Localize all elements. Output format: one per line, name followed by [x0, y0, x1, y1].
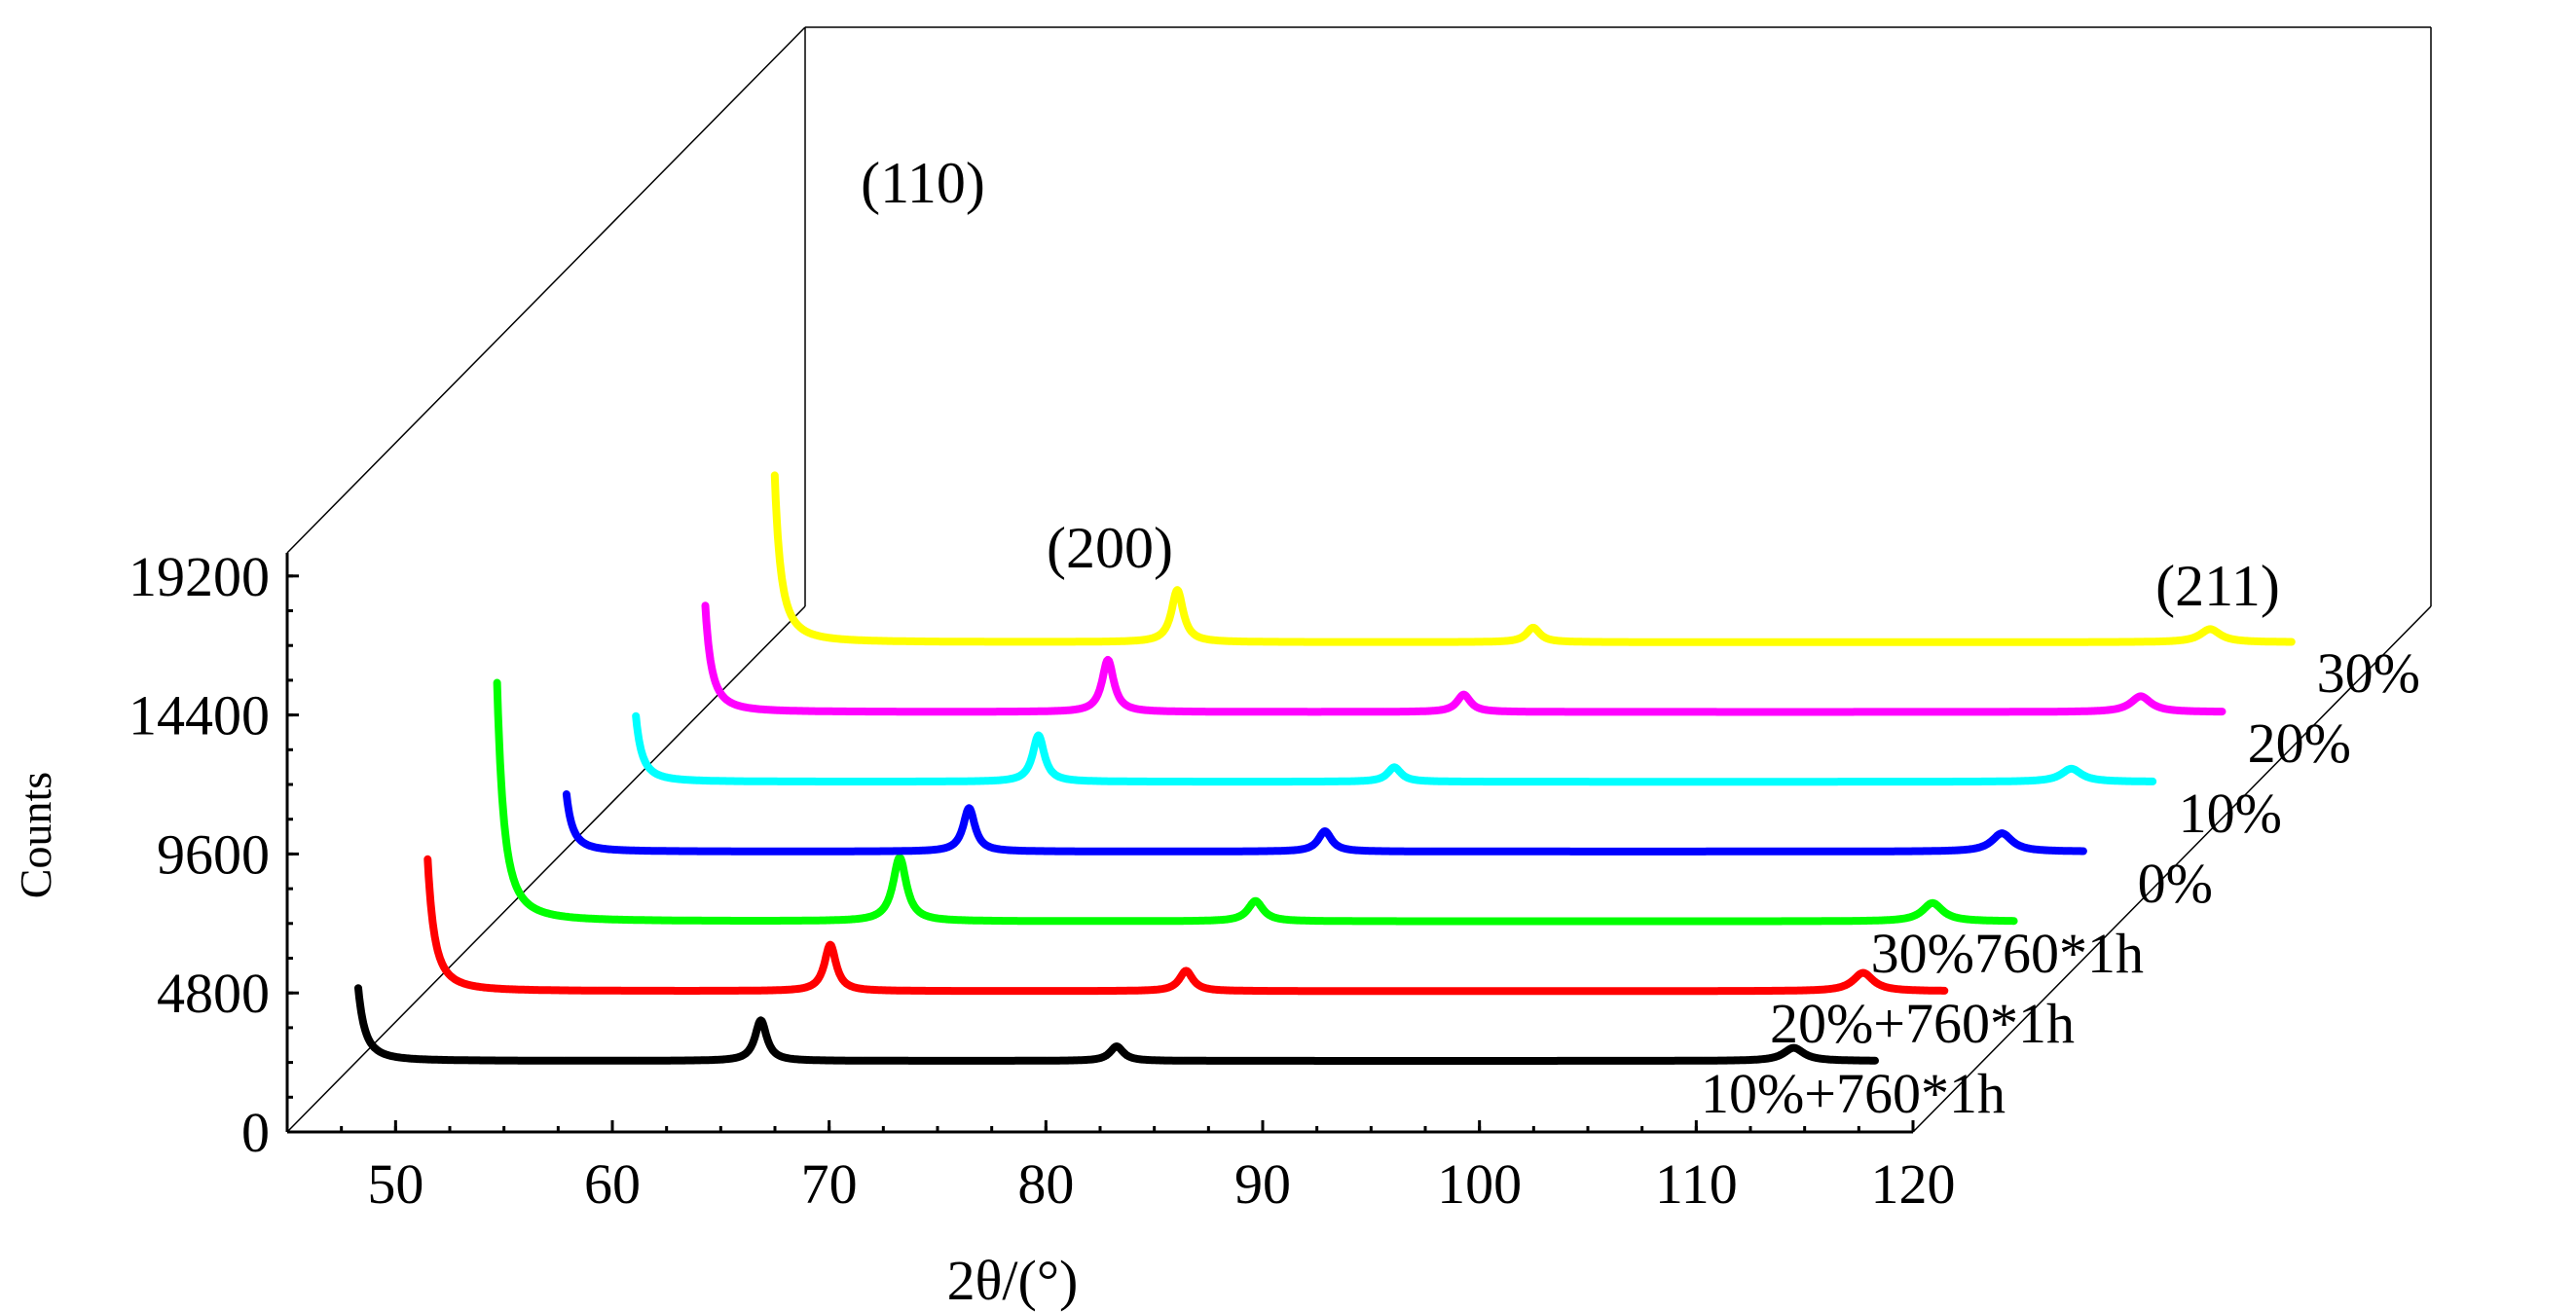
x-tick-label: 70 [801, 1152, 858, 1216]
y-tick-label: 14400 [129, 684, 270, 747]
peak-label-110: (110) [861, 151, 985, 215]
x-tick-label: 110 [1655, 1152, 1738, 1216]
frame-line [286, 605, 806, 1133]
frame-line [286, 26, 806, 554]
series-label-5: 20% [2248, 711, 2351, 775]
series-label-0: 10%+760*1h [1701, 1062, 2006, 1125]
series-label-2: 30%760*1h [1871, 922, 2144, 985]
series-trace-4 [632, 711, 2157, 786]
series-trace-5 [701, 601, 2226, 716]
y-tick-label: 9600 [157, 822, 270, 886]
series-label-4: 10% [2179, 782, 2282, 845]
x-tick-label: 80 [1017, 1152, 1074, 1216]
y-tick-label: 4800 [157, 962, 270, 1025]
text-layer: 2θ/(°) Counts (110) (200) (211) 50 60 70 80… [11, 151, 2420, 1312]
series-trace-1 [423, 855, 1949, 996]
y-tick-label: 19200 [129, 545, 270, 608]
series-label-3: 0% [2138, 852, 2213, 915]
series-trace-3 [562, 790, 2087, 856]
series-label-6: 30% [2317, 641, 2420, 705]
x-tick-label: 60 [584, 1152, 641, 1216]
x-tick-label: 90 [1234, 1152, 1291, 1216]
x-axis-title: 2θ/(°) [947, 1249, 1079, 1312]
x-tick-label: 120 [1871, 1152, 1956, 1216]
series-trace-0 [354, 984, 1879, 1065]
x-tick-label: 100 [1437, 1152, 1522, 1216]
peak-label-200: (200) [1047, 516, 1173, 580]
series-label-1: 20%+760*1h [1770, 992, 2075, 1055]
y-tick-label: 0 [241, 1101, 270, 1164]
series-trace-6 [770, 471, 2296, 646]
x-tick-label: 50 [367, 1152, 423, 1216]
peak-label-211: (211) [2155, 554, 2280, 618]
y-axis-title: Counts [11, 772, 60, 898]
series-trace-2 [493, 678, 2018, 926]
frame-line [1912, 605, 2432, 1133]
series-layer [354, 471, 2296, 1065]
